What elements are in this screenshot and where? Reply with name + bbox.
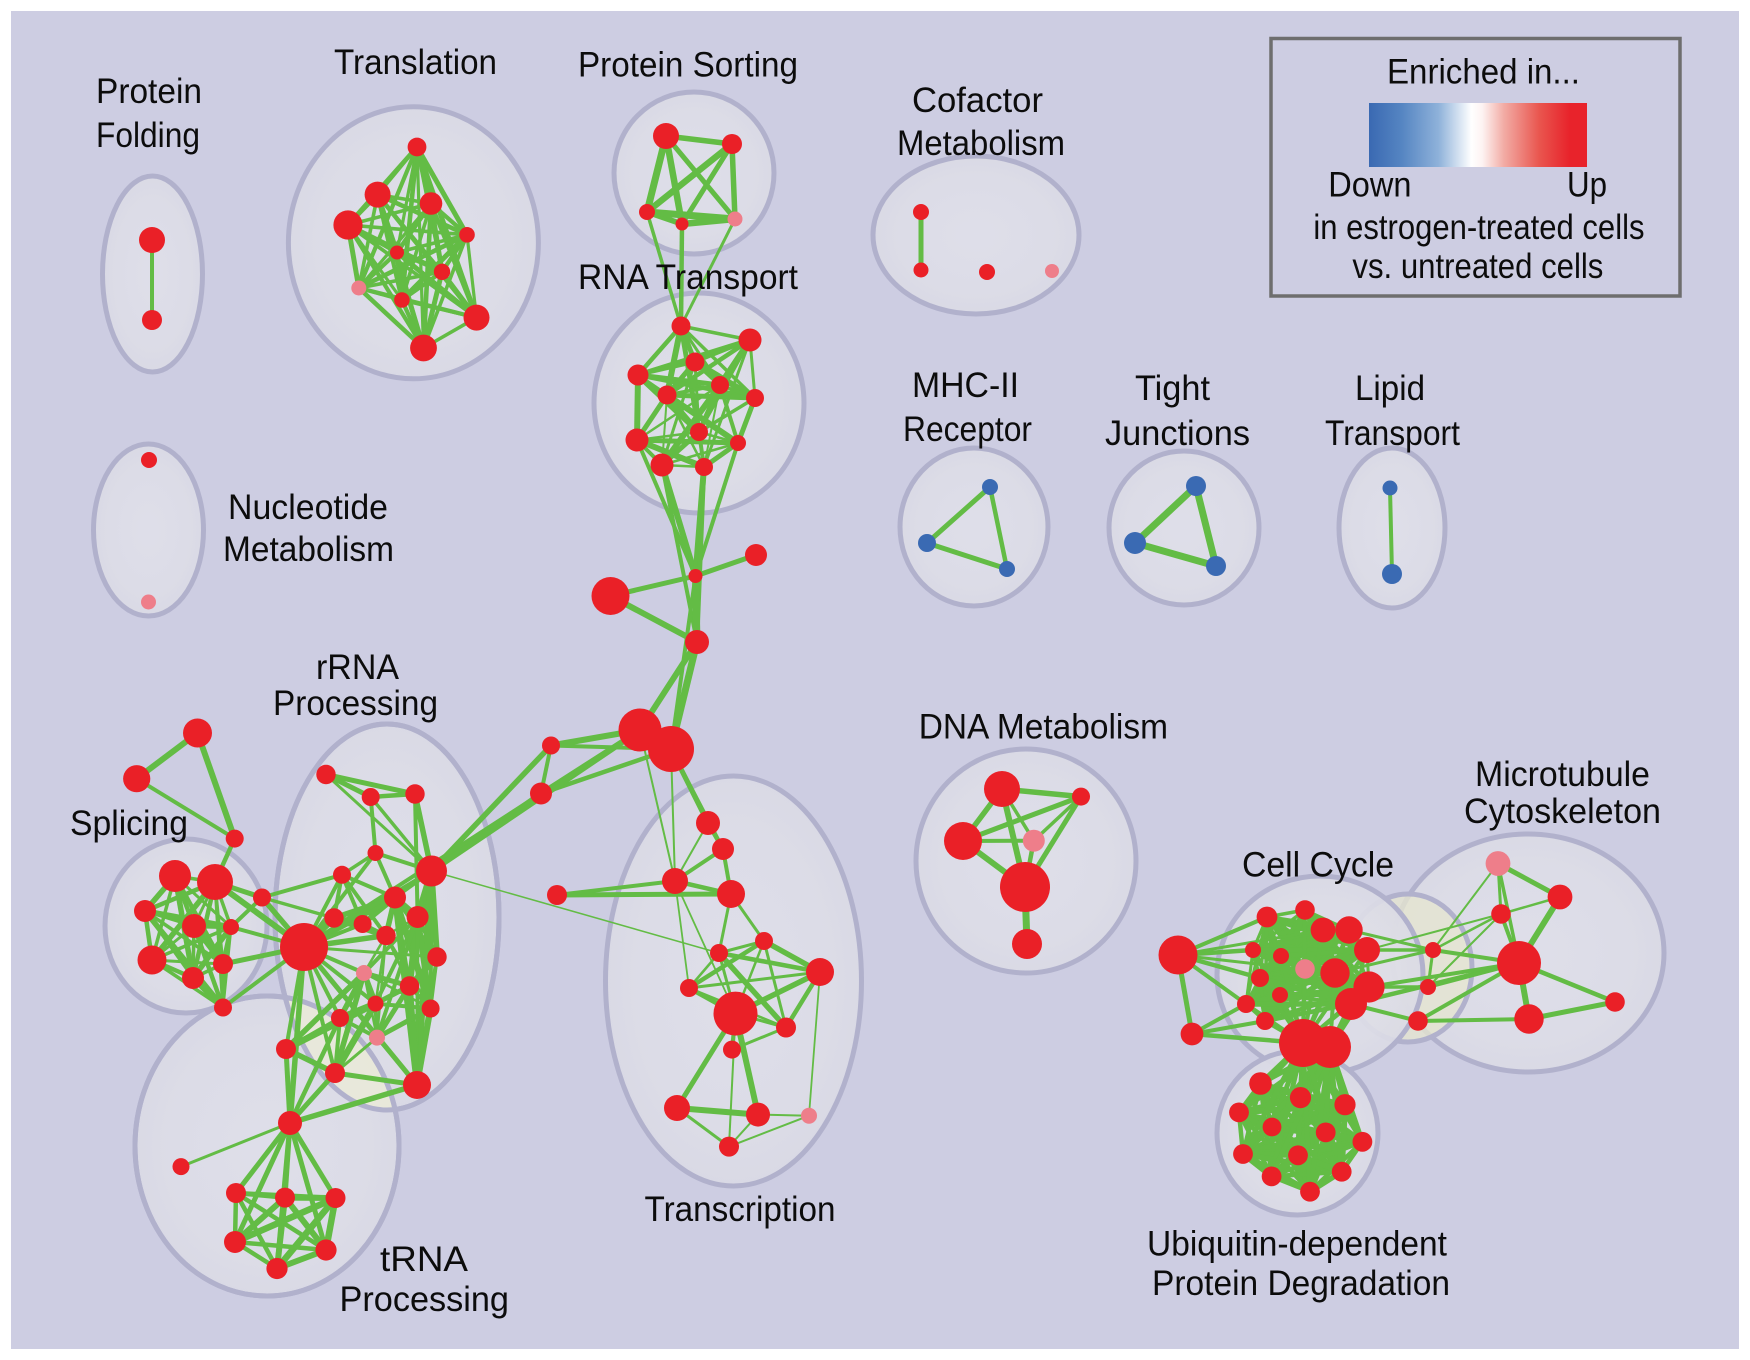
svg-text:Transcription: Transcription xyxy=(645,1189,836,1229)
svg-text:Tight: Tight xyxy=(1135,368,1210,408)
svg-text:DNA Metabolism: DNA Metabolism xyxy=(919,707,1168,747)
svg-text:RNA Transport: RNA Transport xyxy=(578,257,798,297)
svg-text:Receptor: Receptor xyxy=(903,409,1032,449)
svg-text:Transport: Transport xyxy=(1325,413,1460,453)
svg-text:tRNA: tRNA xyxy=(380,1239,468,1279)
svg-text:Translation: Translation xyxy=(334,42,497,82)
svg-text:Protein Sorting: Protein Sorting xyxy=(578,45,798,85)
svg-text:MHC-II: MHC-II xyxy=(912,365,1019,405)
svg-text:Cytoskeleton: Cytoskeleton xyxy=(1464,791,1661,831)
svg-text:Lipid: Lipid xyxy=(1355,368,1425,408)
svg-text:Metabolism: Metabolism xyxy=(223,529,394,569)
svg-text:Nucleotide: Nucleotide xyxy=(228,487,388,527)
svg-text:Folding: Folding xyxy=(96,115,200,155)
svg-text:Protein Degradation: Protein Degradation xyxy=(1152,1263,1450,1303)
svg-text:Cell Cycle: Cell Cycle xyxy=(1242,845,1394,885)
svg-text:Enriched in...: Enriched in... xyxy=(1387,52,1580,92)
svg-text:Cofactor: Cofactor xyxy=(912,80,1043,120)
svg-text:Metabolism: Metabolism xyxy=(897,123,1065,163)
svg-text:Processing: Processing xyxy=(340,1279,510,1319)
svg-text:Down: Down xyxy=(1328,164,1411,204)
svg-text:in estrogen-treated cells: in estrogen-treated cells xyxy=(1313,207,1644,247)
svg-text:Junctions: Junctions xyxy=(1105,413,1250,453)
svg-text:vs. untreated cells: vs. untreated cells xyxy=(1352,246,1603,286)
svg-text:rRNA: rRNA xyxy=(316,647,399,687)
svg-text:Up: Up xyxy=(1567,164,1607,204)
svg-text:Processing: Processing xyxy=(273,683,438,723)
svg-text:Ubiquitin-dependent: Ubiquitin-dependent xyxy=(1147,1223,1447,1263)
svg-text:Microtubule: Microtubule xyxy=(1475,754,1650,794)
svg-text:Protein: Protein xyxy=(96,71,202,111)
svg-text:Splicing: Splicing xyxy=(70,803,188,843)
